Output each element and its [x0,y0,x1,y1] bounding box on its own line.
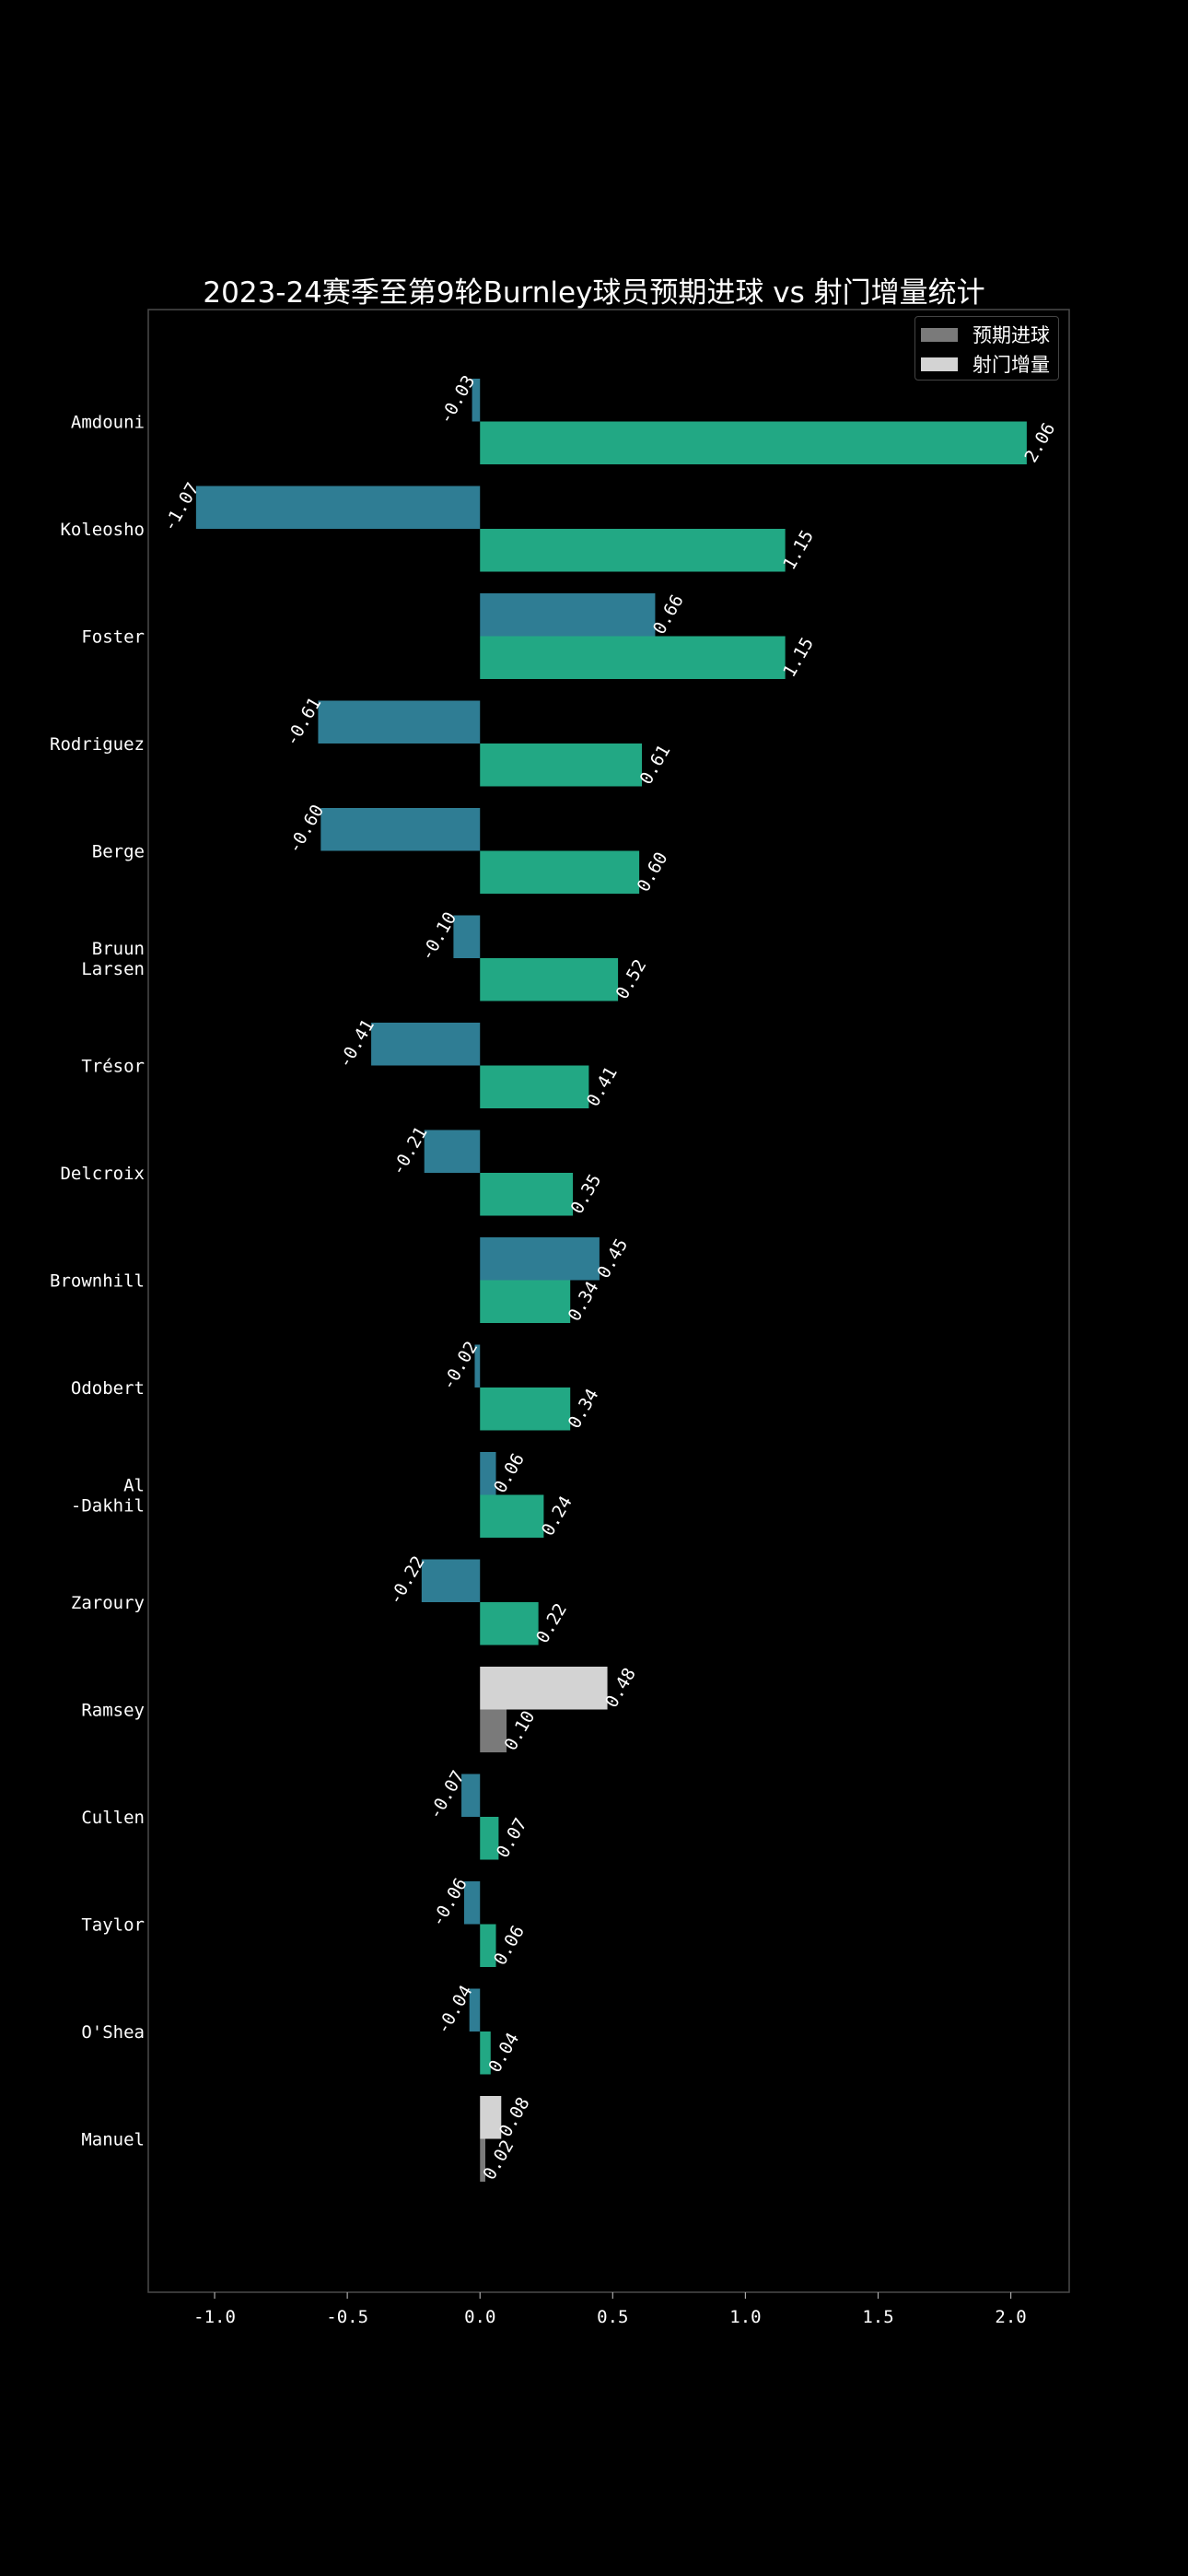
y-tick-label: Amdouni [71,413,145,433]
y-tick-label: Berge [92,842,145,862]
legend-item-expected-goals: 预期进球 [921,322,1050,347]
y-tick-label: O'Shea [81,2022,145,2043]
y-tick-label: Al -Dakhil [71,1476,145,1516]
bar-series-1-17 [480,2096,502,2139]
y-tick-label: Odobert [71,1378,145,1399]
legend-swatch-shot-increment [921,357,958,371]
bar-series-2-2 [480,529,786,572]
bar-series-2-11 [480,1494,544,1538]
x-tick-label: 2.0 [995,2307,1026,2327]
bar-series-1-14 [461,1774,481,1817]
bar-series-2-16 [480,2032,491,2075]
bar-series-2-1 [480,421,1027,464]
bar-series-1-8 [424,1130,481,1173]
x-tick-label: -0.5 [326,2307,368,2327]
y-tick-label: Cullen [81,1808,145,1828]
y-tick-label: Taylor [81,1915,145,1936]
bar-series-2-8 [480,1173,574,1216]
bar-series-2-3 [480,636,786,679]
x-tick-label: 0.5 [597,2307,628,2327]
y-tick-label: Zaroury [71,1593,145,1613]
bar-series-1-6 [453,915,481,958]
bar-series-2-9 [480,1280,571,1323]
bar-series-2-4 [480,744,643,787]
y-tick-label: Rodriguez [50,734,145,755]
x-tick-label: 1.5 [862,2307,893,2327]
bar-series-2-14 [480,1817,499,1860]
bar-series-2-15 [480,1924,496,1967]
bar-series-2-13 [480,1709,507,1752]
y-tick-label: Manuel [81,2130,145,2150]
bar-series-2-6 [480,958,619,1001]
legend-item-shot-increment: 射门增量 [921,351,1050,377]
bar-series-2-17 [480,2138,485,2182]
y-tick-label: Brownhill [50,1271,145,1292]
bar-series-1-11 [480,1452,496,1495]
bar-series-1-5 [320,808,481,851]
legend-label-shot-increment: 射门增量 [973,354,1050,376]
bar-series-1-1 [472,379,481,422]
bar-series-1-10 [474,1344,481,1388]
y-tick-label: Foster [81,627,145,648]
bar-series-1-3 [480,593,656,637]
y-tick-label: Delcroix [60,1164,145,1184]
y-tick-label: Trésor [81,1057,145,1077]
bar-series-1-16 [469,1988,481,2032]
chart-legend: 预期进球 射门增量 [914,316,1059,381]
bar-series-2-10 [480,1388,571,1431]
legend-label-expected-goals: 预期进球 [973,324,1050,346]
x-tick-label: 0.0 [464,2307,495,2327]
y-tick-label: Koleosho [60,520,145,540]
x-tick-label: 1.0 [729,2307,761,2327]
legend-swatch-expected-goals [921,327,958,342]
chart-title: 2023-24赛季至第9轮Burnley球员预期进球 vs 射门增量统计 [203,276,985,310]
bar-series-1-4 [318,700,481,744]
bar-series-2-5 [480,850,640,894]
y-tick-label: Ramsey [81,1701,145,1721]
y-tick-label: Bruun Larsen [81,939,145,979]
x-tick-label: -1.0 [193,2307,236,2327]
bar-series-1-13 [480,1667,608,1710]
bar-series-2-12 [480,1602,539,1645]
bar-series-1-15 [463,1881,481,1925]
bar-series-1-7 [371,1023,481,1066]
bar-series-1-2 [195,486,481,529]
bar-series-1-9 [480,1237,600,1281]
bar-series-1-12 [421,1559,481,1602]
bar-series-2-7 [480,1065,589,1108]
axes-frame [147,309,1070,2293]
